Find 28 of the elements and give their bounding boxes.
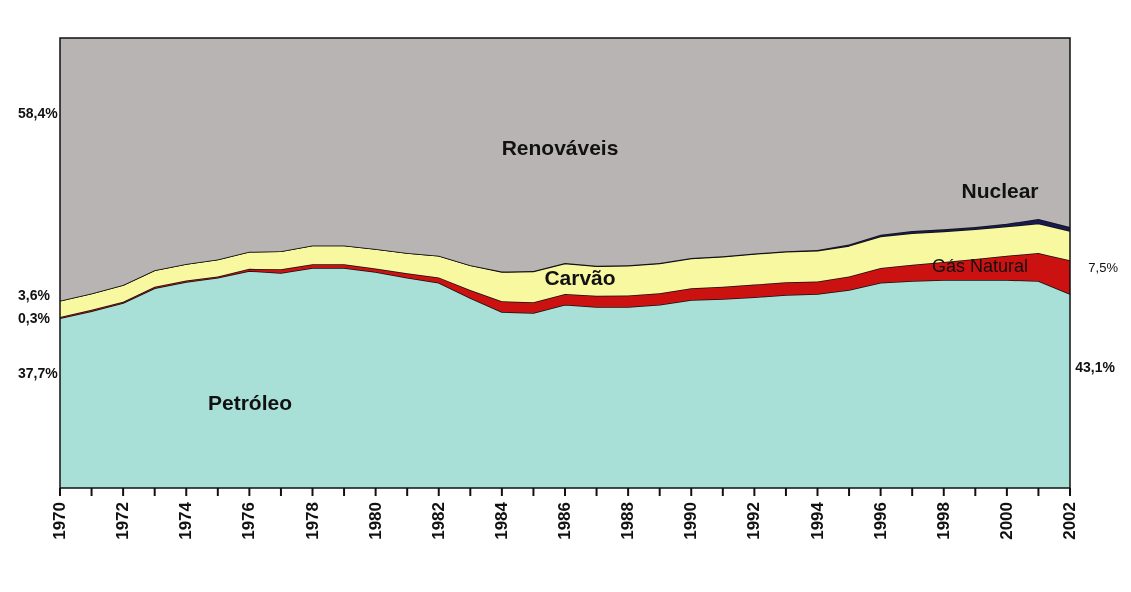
series-label: Carvão (544, 266, 616, 289)
x-tick-label: 1998 (933, 502, 953, 540)
x-tick-label: 1976 (239, 502, 259, 540)
x-tick-label: 1984 (491, 501, 511, 540)
x-tick-label: 1996 (870, 502, 890, 540)
text: 43,1% (1075, 359, 1116, 375)
x-tick-label: 2000 (996, 502, 1016, 540)
x-tick-label: 1974 (176, 501, 196, 540)
text: 3,6% (18, 287, 51, 303)
text: 58,4% (18, 105, 59, 121)
series-label: Nuclear (961, 179, 1039, 202)
text: 7,5% (1088, 260, 1119, 275)
series-label: Renováveis (501, 136, 619, 159)
x-tick-label: 1994 (807, 501, 827, 540)
x-tick-label: 2002 (1060, 502, 1079, 540)
x-tick-label: 1970 (50, 502, 69, 540)
x-tick-label: 1988 (618, 502, 638, 540)
x-tick-label: 1978 (302, 502, 322, 540)
series-label: Gás Natural (931, 256, 1029, 276)
x-tick-label: 1982 (428, 502, 448, 540)
text: 0,3% (18, 310, 51, 326)
x-tick-label: 1980 (365, 502, 385, 540)
text: 37,7% (18, 365, 59, 381)
x-tick-label: 1990 (681, 502, 701, 540)
x-tick-label: 1986 (555, 502, 574, 540)
x-tick-label: 1992 (744, 502, 764, 540)
x-tick-label: 1972 (113, 502, 133, 540)
series-label: Petróleo (207, 391, 293, 414)
